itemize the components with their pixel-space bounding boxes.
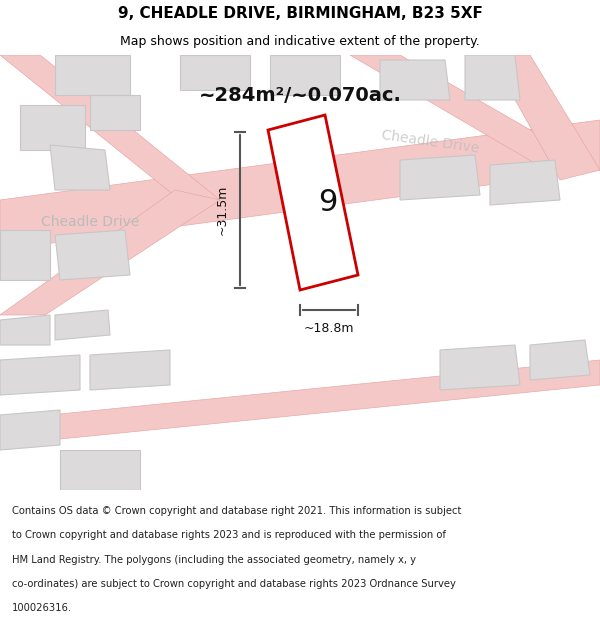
Polygon shape bbox=[440, 345, 520, 390]
Polygon shape bbox=[180, 55, 250, 90]
Text: 100026316.: 100026316. bbox=[12, 603, 72, 613]
Text: 9, CHEADLE DRIVE, BIRMINGHAM, B23 5XF: 9, CHEADLE DRIVE, BIRMINGHAM, B23 5XF bbox=[118, 6, 482, 21]
Polygon shape bbox=[380, 60, 450, 100]
Polygon shape bbox=[530, 340, 590, 380]
Polygon shape bbox=[490, 55, 600, 180]
Polygon shape bbox=[490, 160, 560, 205]
Polygon shape bbox=[90, 95, 140, 130]
Text: co-ordinates) are subject to Crown copyright and database rights 2023 Ordnance S: co-ordinates) are subject to Crown copyr… bbox=[12, 579, 456, 589]
Text: ~284m²/~0.070ac.: ~284m²/~0.070ac. bbox=[199, 86, 401, 105]
Text: Map shows position and indicative extent of the property.: Map shows position and indicative extent… bbox=[120, 35, 480, 48]
Polygon shape bbox=[90, 350, 170, 390]
Polygon shape bbox=[0, 55, 220, 200]
Polygon shape bbox=[55, 55, 130, 95]
Polygon shape bbox=[350, 55, 600, 175]
Text: Cheadle Drive: Cheadle Drive bbox=[380, 128, 479, 156]
Text: to Crown copyright and database rights 2023 and is reproduced with the permissio: to Crown copyright and database rights 2… bbox=[12, 531, 446, 541]
Polygon shape bbox=[50, 145, 110, 190]
Text: ~18.8m: ~18.8m bbox=[304, 321, 354, 334]
Polygon shape bbox=[465, 55, 520, 100]
Polygon shape bbox=[0, 120, 600, 250]
Polygon shape bbox=[60, 450, 140, 490]
Polygon shape bbox=[0, 410, 60, 450]
Polygon shape bbox=[20, 105, 85, 150]
Polygon shape bbox=[55, 230, 130, 280]
Polygon shape bbox=[0, 230, 50, 280]
Polygon shape bbox=[0, 355, 80, 395]
Polygon shape bbox=[0, 190, 220, 315]
Text: HM Land Registry. The polygons (including the associated geometry, namely x, y: HM Land Registry. The polygons (includin… bbox=[12, 555, 416, 565]
Text: Cheadle Drive: Cheadle Drive bbox=[41, 215, 139, 229]
Text: Contains OS data © Crown copyright and database right 2021. This information is : Contains OS data © Crown copyright and d… bbox=[12, 506, 461, 516]
Text: 9: 9 bbox=[318, 188, 337, 217]
Polygon shape bbox=[55, 310, 110, 340]
Polygon shape bbox=[400, 155, 480, 200]
Text: ~31.5m: ~31.5m bbox=[215, 185, 229, 235]
Polygon shape bbox=[268, 115, 358, 290]
Polygon shape bbox=[270, 55, 340, 95]
Polygon shape bbox=[0, 360, 600, 445]
Polygon shape bbox=[0, 315, 50, 345]
